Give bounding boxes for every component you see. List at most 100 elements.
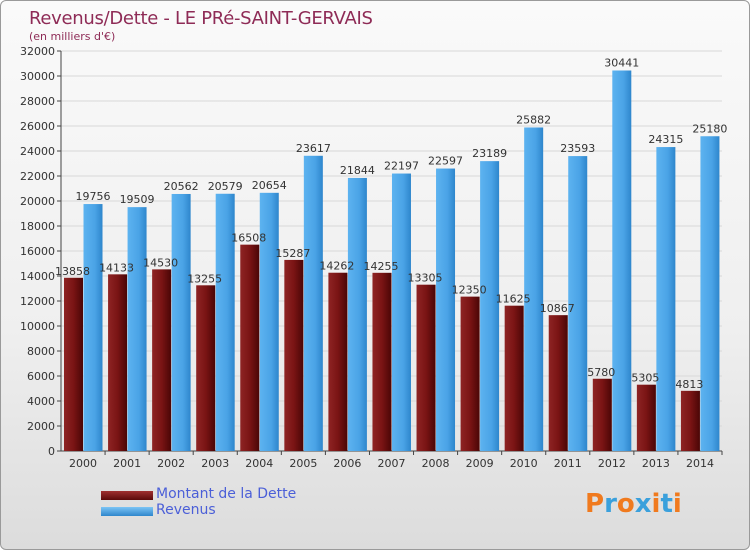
logo-letter: i <box>651 489 661 519</box>
data-labels: 13858 19756 14133 19509 14530 20562 13255 20579… <box>55 56 727 390</box>
data-label-dette-2000: 13858 <box>55 265 90 278</box>
data-label-dette-2013: 5305 <box>631 372 659 385</box>
bar-dette-2005 <box>284 259 304 451</box>
bar-dette-2009 <box>460 296 480 451</box>
bar-dette-2012 <box>592 378 612 451</box>
bar-revenus-2013 <box>656 147 676 451</box>
chart-subtitle: (en milliers d'€) <box>29 30 116 43</box>
data-label-revenus-2014: 25180 <box>692 122 727 135</box>
data-label-dette-2005: 15287 <box>275 247 310 260</box>
bar-dette-2001 <box>108 274 128 451</box>
x-tick-label-2004: 2004 <box>245 457 273 470</box>
x-tick-label-2012: 2012 <box>598 457 626 470</box>
x-tick-label-2002: 2002 <box>157 457 185 470</box>
data-label-revenus-2010: 25882 <box>516 113 551 126</box>
bar-dette-2006 <box>328 272 348 451</box>
data-label-revenus-2013: 24315 <box>648 133 683 146</box>
bar-revenus-2008 <box>436 168 456 451</box>
x-tick-label-2003: 2003 <box>201 457 229 470</box>
data-label-dette-2009: 12350 <box>452 284 487 297</box>
data-label-revenus-2009: 23189 <box>472 147 507 160</box>
axes: 0 2000 4000 6000 8000 10000 12000 14000 16000 180… <box>20 45 723 470</box>
bar-dette-2003 <box>196 285 216 451</box>
bar-revenus-2004 <box>259 192 279 451</box>
data-label-dette-2012: 5780 <box>587 366 615 379</box>
bar-dette-2010 <box>504 305 524 451</box>
data-label-dette-2001: 14133 <box>99 261 134 274</box>
y-tick-label: 8000 <box>27 345 55 358</box>
chart-title: Revenus/Dette - LE PRé-SAINT-GERVAIS <box>29 8 373 29</box>
y-tick-label: 6000 <box>27 370 55 383</box>
bar-revenus-2000 <box>83 204 103 451</box>
y-tick-label: 12000 <box>20 295 55 308</box>
x-tick-label-2011: 2011 <box>554 457 582 470</box>
y-tick-label: 22000 <box>20 170 55 183</box>
y-tick-label: 0 <box>48 445 55 458</box>
logo-letter: r <box>604 489 617 519</box>
data-label-revenus-2005: 23617 <box>296 142 331 155</box>
x-tick-label-2006: 2006 <box>333 457 361 470</box>
legend-label-revenus: Revenus <box>156 502 216 518</box>
data-label-revenus-2003: 20579 <box>208 180 243 193</box>
bar-dette-2007 <box>372 272 392 451</box>
y-tick-label: 18000 <box>20 220 55 233</box>
bar-revenus-2005 <box>303 155 323 451</box>
data-label-dette-2003: 13255 <box>187 272 222 285</box>
data-label-dette-2011: 10867 <box>540 302 575 315</box>
logo-letter: P <box>585 489 605 519</box>
data-label-revenus-2008: 22597 <box>428 155 463 168</box>
bar-dette-2000 <box>64 277 83 451</box>
data-label-dette-2008: 13305 <box>408 272 443 285</box>
data-label-revenus-2011: 23593 <box>560 142 595 155</box>
bar-dette-2004 <box>240 244 260 451</box>
data-label-revenus-2001: 19509 <box>120 193 155 206</box>
y-tick-label: 26000 <box>20 120 55 133</box>
y-tick-label: 2000 <box>27 420 55 433</box>
bars <box>64 70 720 452</box>
x-tick-label-2014: 2014 <box>686 457 714 470</box>
proxiti-logo: Proxiti <box>585 489 682 519</box>
data-label-dette-2006: 14262 <box>319 260 354 273</box>
logo-letter: o <box>616 489 635 519</box>
data-label-revenus-2004: 20654 <box>252 179 287 192</box>
y-tick-label: 28000 <box>20 95 55 108</box>
legend-swatch-revenus <box>101 507 153 516</box>
bar-revenus-2012 <box>612 70 632 452</box>
y-tick-label: 10000 <box>20 320 55 333</box>
data-label-revenus-2002: 20562 <box>164 180 199 193</box>
data-label-dette-2014: 4813 <box>675 378 703 391</box>
y-tick-label: 16000 <box>20 245 55 258</box>
x-tick-label-2013: 2013 <box>642 457 670 470</box>
y-tick-label: 30000 <box>20 70 55 83</box>
bar-revenus-2011 <box>568 156 588 451</box>
bar-revenus-2014 <box>700 136 720 451</box>
legend-swatch-dette <box>101 491 153 500</box>
bar-revenus-2007 <box>391 173 411 451</box>
logo-letter: i <box>672 489 682 519</box>
x-tick-label-2000: 2000 <box>69 457 97 470</box>
logo-letter: t <box>660 489 673 519</box>
y-tick-label: 4000 <box>27 395 55 408</box>
bar-dette-2014 <box>680 390 700 451</box>
bar-revenus-2001 <box>127 207 147 451</box>
bar-revenus-2003 <box>215 193 235 451</box>
data-label-revenus-2012: 30441 <box>604 56 639 69</box>
data-label-dette-2002: 14530 <box>143 256 178 269</box>
x-tick-label-2007: 2007 <box>378 457 406 470</box>
bar-dette-2011 <box>548 315 568 451</box>
data-label-revenus-2006: 21844 <box>340 164 375 177</box>
y-tick-label: 14000 <box>20 270 55 283</box>
x-tick-label-2008: 2008 <box>422 457 450 470</box>
bar-dette-2008 <box>416 284 436 451</box>
bar-revenus-2009 <box>480 161 500 451</box>
data-label-dette-2007: 14255 <box>363 260 398 273</box>
data-label-revenus-2007: 22197 <box>384 160 419 173</box>
x-tick-label-2001: 2001 <box>113 457 141 470</box>
data-label-revenus-2000: 19756 <box>76 190 111 203</box>
data-label-dette-2004: 16508 <box>231 232 266 245</box>
data-label-dette-2010: 11625 <box>496 293 531 306</box>
x-tick-label-2010: 2010 <box>510 457 538 470</box>
bar-dette-2013 <box>636 384 656 451</box>
